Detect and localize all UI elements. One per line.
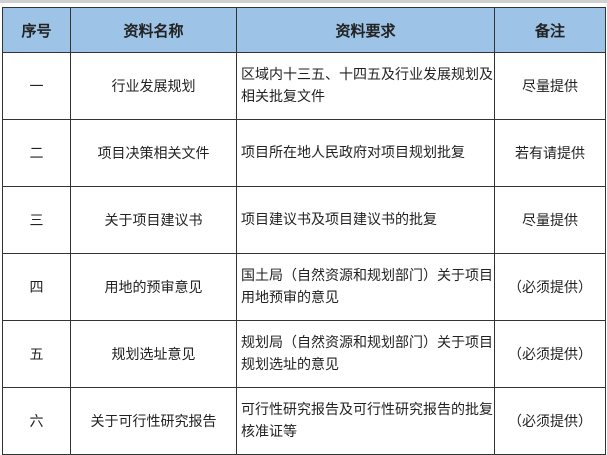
cell-note: 尽量提供 — [494, 186, 606, 254]
table-row: 二项目决策相关文件 项目所在地人民政府对项目规划批复 若有请提供 — [2, 119, 606, 187]
cell-no: 五 — [2, 320, 71, 388]
cell-requirement: 国土局（自然资源和规划部门）关于项目用地预审的意见 — [236, 253, 495, 321]
header-no: 序号 — [2, 7, 71, 53]
cell-name: 行业发展规划 — [70, 52, 237, 120]
table-row: 四用地的预审意见 国土局（自然资源和规划部门）关于项目用地预审的意见 （必须提供） — [2, 253, 606, 321]
table-header-row: 序号 资料名称 资料要求 备注 — [2, 7, 606, 53]
cell-name: 用地的预审意见 — [70, 253, 237, 321]
cell-no: 四 — [2, 253, 71, 321]
table-row: 三关于项目建议书 项目建议书及项目建议书的批复 尽量提供 — [2, 186, 606, 254]
table-row: 五规划选址意见 规划局（自然资源和规划部门）关于项目规划选址的意见 （必须提供） — [2, 320, 606, 388]
cell-name: 规划选址意见 — [70, 320, 237, 388]
cell-no: 六 — [2, 387, 71, 455]
table-row: 一行业发展规划 区域内十三五、十四五及行业发展规划及相关批复文件 尽量提供 — [2, 52, 606, 120]
cell-requirement: 规划局（自然资源和规划部门）关于项目规划选址的意见 — [236, 320, 495, 388]
cell-note: 若有请提供 — [494, 119, 606, 187]
cell-requirement: 项目所在地人民政府对项目规划批复 — [236, 119, 495, 187]
cell-name: 关于项目建议书 — [70, 186, 237, 254]
cell-requirement: 项目建议书及项目建议书的批复 — [236, 186, 495, 254]
cell-note: （必须提供） — [494, 253, 606, 321]
header-requirement: 资料要求 — [236, 7, 495, 53]
cell-requirement: 区域内十三五、十四五及行业发展规划及相关批复文件 — [236, 52, 495, 120]
table-row: 六关于可行性研究报告 可行性研究报告及可行性研究报告的批复核准证等 （必须提供） — [2, 387, 606, 455]
top-divider — [0, 0, 607, 3]
cell-name: 关于可行性研究报告 — [70, 387, 237, 455]
cell-no: 一 — [2, 52, 71, 120]
cell-note: （必须提供） — [494, 387, 606, 455]
document-requirements-table: 序号 资料名称 资料要求 备注 一行业发展规划 区域内十三五、十四五及行业发展规划… — [2, 7, 606, 455]
cell-note: 尽量提供 — [494, 52, 606, 120]
cell-requirement: 可行性研究报告及可行性研究报告的批复核准证等 — [236, 387, 495, 455]
header-name: 资料名称 — [70, 7, 237, 53]
cell-name: 项目决策相关文件 — [70, 119, 237, 187]
cell-no: 三 — [2, 186, 71, 254]
cell-no: 二 — [2, 119, 71, 187]
header-note: 备注 — [494, 7, 606, 53]
cell-note: （必须提供） — [494, 320, 606, 388]
